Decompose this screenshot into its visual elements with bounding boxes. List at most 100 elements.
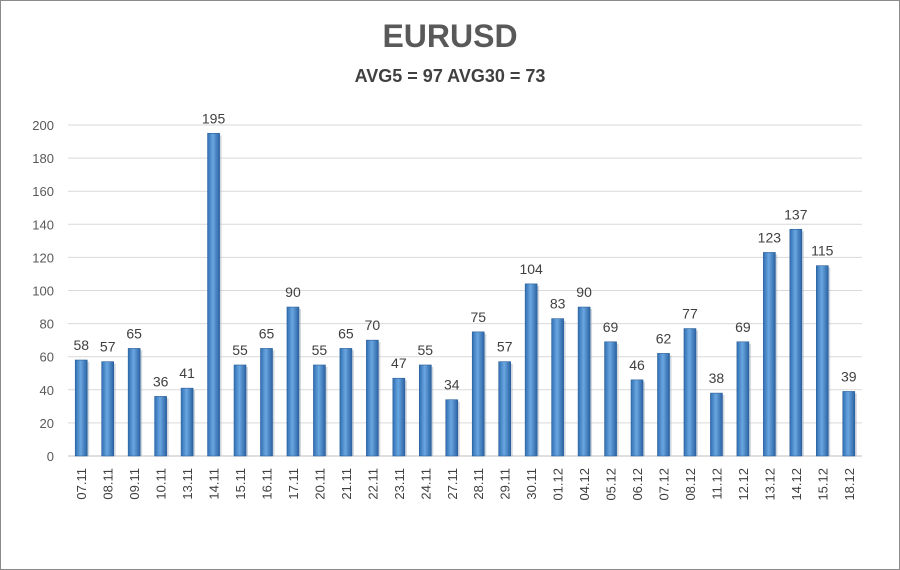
bar-13.11 bbox=[180, 387, 194, 457]
data-label: 57 bbox=[100, 339, 116, 355]
data-label: 65 bbox=[126, 325, 142, 341]
y-tick-label: 140 bbox=[32, 217, 54, 232]
y-tick-label: 20 bbox=[40, 416, 54, 431]
x-tick-label: 30.11 bbox=[524, 468, 539, 500]
bar-08.11 bbox=[101, 361, 114, 457]
x-tick-label: 24.11 bbox=[418, 468, 433, 500]
x-tick-label: 04.12 bbox=[577, 468, 592, 501]
y-tick-label: 120 bbox=[32, 250, 54, 265]
bar-07.12 bbox=[657, 353, 670, 457]
y-tick-label: 60 bbox=[40, 350, 54, 365]
bar-24.11 bbox=[418, 364, 432, 457]
x-tick-label: 18.12 bbox=[842, 468, 857, 501]
y-tick-label: 180 bbox=[32, 151, 54, 166]
x-tick-label: 05.12 bbox=[604, 468, 619, 501]
bar-09.11 bbox=[127, 348, 141, 457]
data-label: 123 bbox=[758, 229, 782, 245]
y-tick-label: 160 bbox=[32, 184, 54, 199]
data-label: 47 bbox=[391, 355, 407, 371]
y-tick-label: 200 bbox=[32, 118, 54, 133]
x-tick-label: 27.11 bbox=[445, 468, 460, 500]
bar-29.11 bbox=[498, 361, 512, 457]
data-label: 83 bbox=[550, 296, 566, 312]
data-label: 75 bbox=[470, 309, 486, 325]
bar-05.12 bbox=[604, 341, 617, 457]
x-tick-label: 07.12 bbox=[657, 468, 672, 501]
x-tick-label: 09.11 bbox=[127, 468, 142, 500]
x-tick-label: 15.12 bbox=[815, 468, 830, 501]
data-label: 90 bbox=[285, 284, 301, 300]
x-tick-label: 10.11 bbox=[154, 468, 169, 500]
bar-08.12 bbox=[683, 328, 697, 457]
bar-11.12 bbox=[710, 392, 723, 457]
data-label: 104 bbox=[519, 261, 543, 277]
bar-07.11 bbox=[74, 359, 88, 457]
bar-04.12 bbox=[577, 306, 591, 457]
bar-17.11 bbox=[286, 306, 300, 457]
x-tick-label: 14.12 bbox=[789, 468, 804, 501]
data-label: 62 bbox=[656, 330, 672, 346]
bar-10.11 bbox=[154, 396, 167, 457]
x-tick-label: 08.12 bbox=[683, 468, 698, 501]
bar-20.11 bbox=[313, 364, 326, 457]
x-tick-label: 20.11 bbox=[312, 468, 327, 500]
x-tick-label: 13.12 bbox=[762, 468, 777, 501]
bar-01.12 bbox=[551, 318, 564, 457]
data-label: 69 bbox=[735, 319, 751, 335]
y-tick-label: 40 bbox=[40, 383, 54, 398]
chart-subtitle: AVG5 = 97 AVG30 = 73 bbox=[354, 66, 546, 86]
data-label: 77 bbox=[682, 306, 698, 322]
x-tick-label: 23.11 bbox=[392, 468, 407, 500]
bar-15.12 bbox=[815, 265, 829, 457]
data-label: 195 bbox=[202, 110, 226, 126]
bar-28.11 bbox=[471, 331, 485, 457]
x-tick-label: 11.12 bbox=[709, 468, 724, 500]
data-label: 55 bbox=[418, 342, 434, 358]
data-label: 41 bbox=[179, 365, 195, 381]
data-label: 90 bbox=[576, 284, 592, 300]
data-label: 34 bbox=[444, 377, 460, 393]
bar-21.11 bbox=[339, 348, 353, 457]
y-tick-label: 100 bbox=[32, 284, 54, 299]
x-tick-label: 13.11 bbox=[180, 468, 195, 500]
x-tick-label: 22.11 bbox=[365, 468, 380, 500]
x-tick-label: 14.11 bbox=[207, 468, 222, 500]
data-label: 115 bbox=[811, 243, 834, 259]
data-label: 65 bbox=[259, 325, 275, 341]
bar-27.11 bbox=[445, 399, 459, 457]
x-tick-label: 16.11 bbox=[260, 468, 275, 500]
bar-14.12 bbox=[789, 228, 803, 457]
x-tick-label: 21.11 bbox=[339, 468, 354, 500]
data-label: 46 bbox=[629, 357, 645, 373]
data-label: 38 bbox=[709, 370, 725, 386]
data-label: 57 bbox=[497, 339, 513, 355]
bar-22.11 bbox=[366, 339, 379, 457]
data-label: 65 bbox=[338, 325, 354, 341]
bar-12.12 bbox=[736, 341, 750, 457]
x-tick-label: 17.11 bbox=[286, 468, 301, 500]
data-label: 55 bbox=[232, 342, 248, 358]
bar-16.11 bbox=[260, 348, 273, 457]
y-tick-label: 0 bbox=[47, 449, 54, 464]
chart-title: EURUSD bbox=[382, 18, 518, 54]
data-label: 69 bbox=[603, 319, 619, 335]
bar-15.11 bbox=[233, 364, 247, 457]
data-label: 55 bbox=[312, 342, 328, 358]
bar-06.12 bbox=[630, 379, 644, 457]
y-tick-label: 80 bbox=[40, 317, 54, 332]
x-tick-label: 28.11 bbox=[471, 468, 486, 500]
bar-13.12 bbox=[763, 252, 776, 457]
x-tick-label: 08.11 bbox=[101, 468, 116, 500]
bar-30.11 bbox=[524, 283, 538, 457]
bar-23.11 bbox=[392, 377, 406, 457]
data-label: 39 bbox=[841, 368, 857, 384]
x-tick-label: 07.11 bbox=[74, 468, 89, 500]
data-label: 70 bbox=[365, 317, 381, 333]
x-tick-label: 12.12 bbox=[736, 468, 751, 501]
x-tick-label: 01.12 bbox=[551, 468, 566, 501]
data-label: 58 bbox=[73, 337, 89, 353]
x-tick-label: 15.11 bbox=[233, 468, 248, 500]
data-label: 36 bbox=[153, 373, 169, 389]
